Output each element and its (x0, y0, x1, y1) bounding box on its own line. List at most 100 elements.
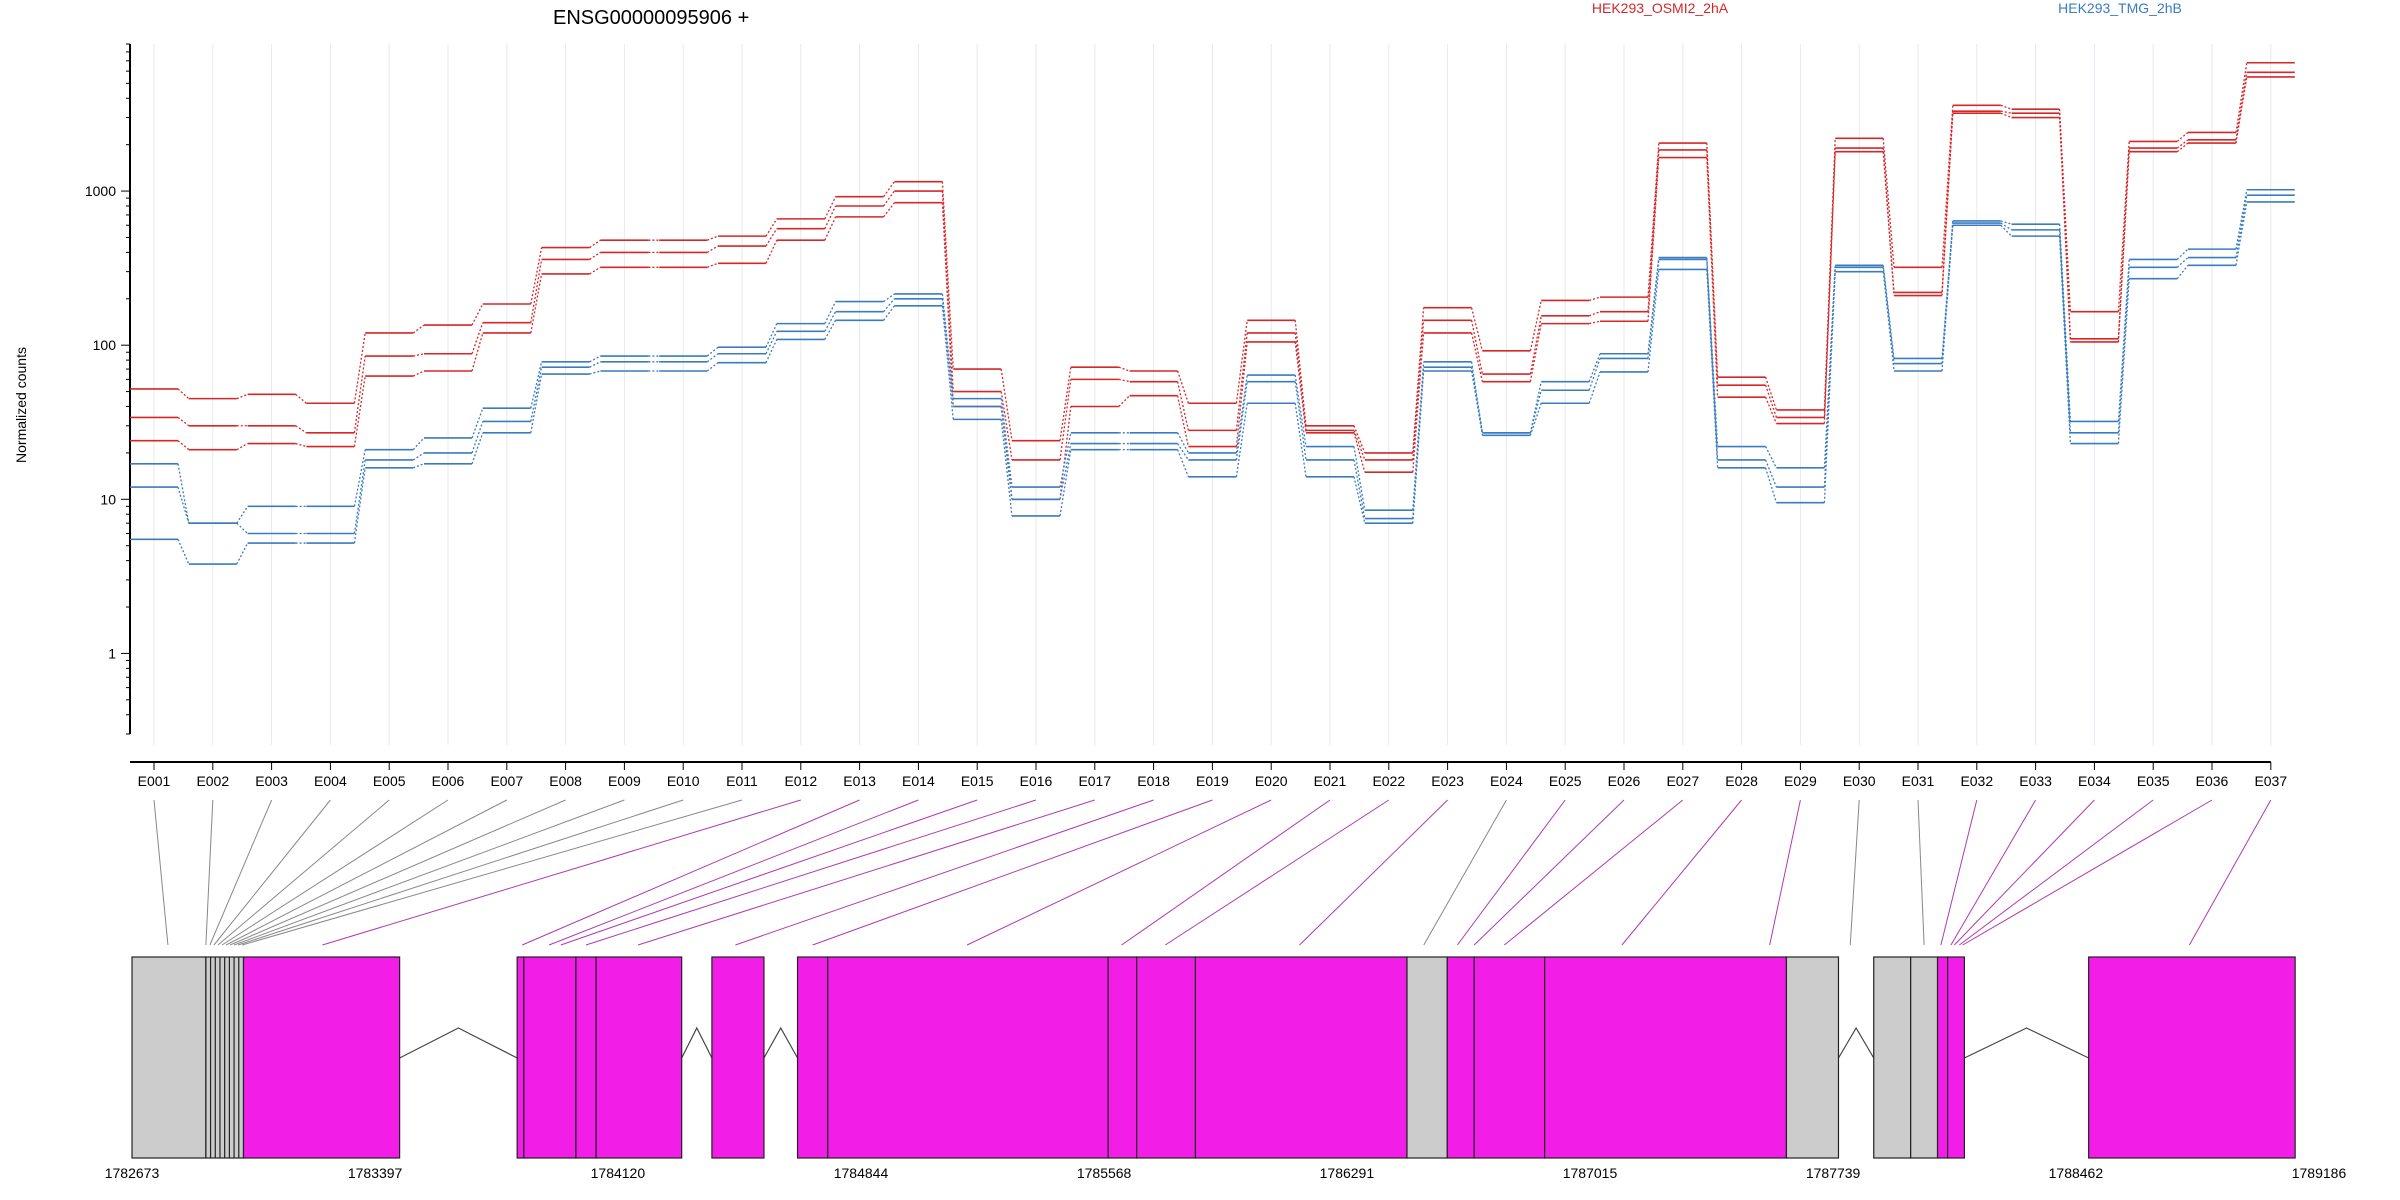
intron-3 (763, 1026, 799, 1059)
series-connector (1235, 374, 1248, 453)
series-connector (1764, 384, 1778, 418)
x-tick-label-E023: E023 (1431, 773, 1464, 789)
series-connector (1294, 403, 1307, 477)
x-tick-label-E029: E029 (1784, 773, 1817, 789)
series-connector (530, 247, 543, 305)
series-connector (471, 421, 484, 454)
y-tick-label: 1000 (85, 183, 116, 199)
x-tick-label-E020: E020 (1255, 773, 1288, 789)
genomic-tick-label: 1783397 (348, 1165, 403, 1181)
series-connector (883, 190, 895, 207)
series-connector (353, 459, 366, 534)
series-connector (1235, 332, 1248, 431)
series-connector (530, 259, 543, 323)
series-connector (2235, 62, 2248, 133)
series-connector (1176, 381, 1190, 431)
series-connector (1529, 300, 1542, 351)
series-connector (1177, 443, 1189, 461)
series-connector (471, 332, 484, 372)
series-connector (1353, 446, 1366, 511)
series-connector (1059, 367, 1072, 441)
x-tick-label-E012: E012 (784, 773, 817, 789)
series-connector (2000, 104, 2012, 110)
series-connector (471, 303, 484, 326)
series-connector (1588, 311, 1601, 317)
series-connector (1176, 395, 1190, 447)
intron-4 (1837, 1026, 1875, 1059)
series-connector (353, 355, 366, 433)
series-connector (1882, 151, 1895, 296)
connector-E016 (585, 799, 1037, 946)
series-5 (130, 194, 2295, 535)
series-connector (1470, 320, 1484, 375)
series-connector (1764, 459, 1778, 488)
series-connector (1647, 142, 1660, 298)
x-tick-label-E008: E008 (549, 773, 582, 789)
x-tick-label-E017: E017 (1078, 773, 1111, 789)
gene-feature-14 (1406, 956, 1448, 1159)
connector-E018 (735, 799, 1154, 946)
genomic-tick-label: 1788462 (2049, 1165, 2104, 1181)
series-connector (471, 407, 484, 439)
x-tick-label-E006: E006 (432, 773, 465, 789)
genomic-tick-label: 1789186 (2292, 1165, 2347, 1181)
series-connector (236, 505, 249, 524)
series-connector (883, 202, 895, 218)
series-connector (1294, 341, 1307, 433)
series-connector (1706, 259, 1719, 460)
connector-E017 (637, 799, 1095, 946)
series-connector (1823, 148, 1836, 418)
series-connector (2058, 109, 2072, 312)
series-connector (1589, 320, 1601, 325)
series-connector (1764, 376, 1778, 411)
series-connector (824, 301, 837, 324)
series-connector (765, 331, 778, 355)
x-tick-label-E032: E032 (1960, 773, 1993, 789)
series-connector (765, 228, 778, 247)
connector-E033 (1950, 799, 2037, 946)
series-connector (412, 463, 425, 469)
series-connector (1412, 370, 1425, 524)
intron-2 (681, 1026, 713, 1059)
x-tick-label-E018: E018 (1137, 773, 1170, 789)
connector-E028 (1621, 799, 1742, 946)
x-tick-label-E002: E002 (196, 773, 229, 789)
series-connector (2235, 76, 2248, 144)
series-connector (589, 266, 601, 275)
gene-feature-20 (1910, 956, 1939, 1159)
series-connector (1118, 366, 1130, 372)
series-connector (1941, 113, 1954, 296)
series-connector (1941, 225, 1954, 372)
series-connector (1353, 476, 1366, 524)
series-connector (1529, 323, 1542, 382)
connector-E035 (1959, 799, 2154, 946)
series-connector (2117, 278, 2130, 444)
series-connector (1176, 370, 1190, 404)
series-connector (1059, 443, 1072, 500)
x-tick-label-E035: E035 (2137, 773, 2170, 789)
series-connector (1294, 320, 1307, 426)
gene-feature-1 (131, 956, 207, 1159)
series-connector (1588, 371, 1601, 404)
series-connector (1000, 406, 1013, 500)
x-tick-label-E028: E028 (1725, 773, 1758, 789)
legend: HEK293_OSMI2_2hA HEK293_TMG_2hB (1592, 0, 2182, 16)
series-connector (1529, 390, 1542, 433)
intron-5 (1964, 1027, 2089, 1059)
genomic-tick-label: 1786291 (1320, 1165, 1375, 1181)
connector-E030 (1849, 799, 1860, 946)
legend-label-2: HEK293_TMG_2hB (2058, 0, 2182, 16)
series-connector (530, 373, 543, 433)
x-axis: E001 E002 E003 E004 E005 E006 E007 E008 E009 E010… (130, 761, 2287, 789)
series-connector (1059, 449, 1072, 517)
series-connector (1647, 259, 1660, 359)
series-connector (1647, 269, 1660, 373)
gene-feature-7 (595, 956, 683, 1159)
connector-E004 (213, 799, 331, 946)
gene-feature-19 (1873, 956, 1912, 1159)
genomic-tick-label: 1787739 (1806, 1165, 1861, 1181)
series-connector (1764, 396, 1778, 424)
gene-feature-17 (1544, 956, 1788, 1159)
series-connector (236, 542, 249, 565)
connector-E023 (1299, 799, 1448, 946)
